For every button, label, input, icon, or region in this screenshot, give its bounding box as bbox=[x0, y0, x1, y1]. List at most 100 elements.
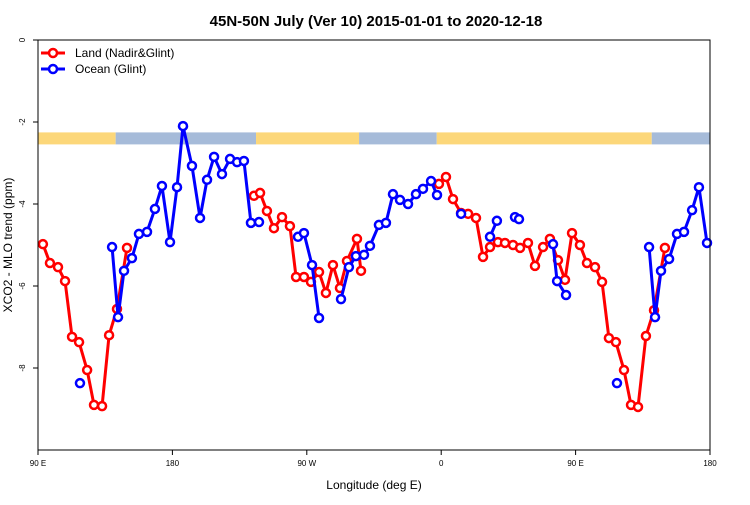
data-point bbox=[106, 241, 118, 253]
x-tick-label: 90 E bbox=[30, 459, 46, 468]
data-point bbox=[253, 216, 265, 228]
data-point bbox=[298, 227, 310, 239]
y-tick-label: -6 bbox=[18, 282, 27, 290]
data-point bbox=[470, 212, 482, 224]
data-point bbox=[276, 211, 288, 223]
legend-ocean-marker bbox=[47, 63, 59, 75]
data-point bbox=[559, 274, 571, 286]
mask-land-segment bbox=[436, 132, 652, 145]
y-tick-label: -4 bbox=[18, 200, 27, 208]
data-point bbox=[112, 311, 124, 323]
legend-ocean-label: Ocean (Glint) bbox=[75, 62, 146, 76]
data-point bbox=[491, 215, 503, 227]
data-point bbox=[678, 226, 690, 238]
data-point bbox=[350, 250, 362, 262]
y-tick-label: -8 bbox=[18, 364, 27, 372]
data-point bbox=[335, 293, 347, 305]
x-tick-label: 90 W bbox=[297, 459, 316, 468]
data-point bbox=[659, 242, 671, 254]
data-point bbox=[284, 220, 296, 232]
data-point bbox=[537, 241, 549, 253]
data-point bbox=[88, 399, 100, 411]
x-tick-label: 180 bbox=[703, 459, 717, 468]
data-point bbox=[529, 260, 541, 272]
data-point bbox=[477, 251, 489, 263]
data-point bbox=[121, 242, 133, 254]
data-point bbox=[522, 237, 534, 249]
data-point bbox=[566, 227, 578, 239]
series-line bbox=[647, 185, 709, 319]
data-point bbox=[37, 238, 49, 250]
data-point bbox=[547, 238, 559, 250]
y-tick-label: -2 bbox=[18, 118, 27, 126]
data-point bbox=[455, 208, 467, 220]
data-point bbox=[355, 265, 367, 277]
data-point bbox=[268, 222, 280, 234]
data-point bbox=[164, 236, 176, 248]
data-point bbox=[425, 175, 437, 187]
data-point bbox=[596, 276, 608, 288]
data-point bbox=[74, 377, 86, 389]
data-point bbox=[313, 266, 325, 278]
data-point bbox=[343, 261, 355, 273]
data-point bbox=[156, 180, 168, 192]
data-point bbox=[298, 271, 310, 283]
data-point bbox=[306, 259, 318, 271]
data-point bbox=[589, 261, 601, 273]
data-point bbox=[81, 364, 93, 376]
x-tick-label: 180 bbox=[166, 459, 180, 468]
legend-land-label: Land (Nadir&Glint) bbox=[75, 46, 174, 60]
chart-title: 45N-50N July (Ver 10) 2015-01-01 to 2020… bbox=[210, 13, 543, 30]
mask-ocean-segment bbox=[651, 132, 710, 145]
data-point bbox=[313, 312, 325, 324]
x-tick-label: 90 E bbox=[567, 459, 583, 468]
mask-land-segment bbox=[256, 132, 360, 145]
data-point bbox=[618, 364, 630, 376]
data-point bbox=[201, 174, 213, 186]
data-point bbox=[643, 241, 655, 253]
data-point bbox=[686, 204, 698, 216]
data-point bbox=[417, 183, 429, 195]
data-point bbox=[171, 181, 183, 193]
y-axis: 0 -2 -4 -6 -8 bbox=[18, 37, 38, 372]
data-point bbox=[177, 120, 189, 132]
y-axis-label: XCO2 - MLO trend (ppm) bbox=[1, 178, 15, 313]
data-point bbox=[208, 151, 220, 163]
data-point bbox=[96, 400, 108, 412]
data-point bbox=[410, 188, 422, 200]
data-point bbox=[66, 331, 78, 343]
data-point bbox=[611, 377, 623, 389]
data-point bbox=[560, 289, 572, 301]
data-point bbox=[484, 241, 496, 253]
data-point bbox=[186, 160, 198, 172]
data-point bbox=[447, 193, 459, 205]
data-point bbox=[640, 330, 652, 342]
data-point bbox=[551, 275, 563, 287]
mask-land-segment bbox=[38, 132, 116, 145]
data-point bbox=[402, 198, 414, 210]
data-point bbox=[514, 242, 526, 254]
data-point bbox=[59, 275, 71, 287]
data-point bbox=[431, 189, 443, 201]
data-point bbox=[261, 205, 273, 217]
surface-mask-strip bbox=[38, 132, 710, 145]
data-point bbox=[216, 168, 228, 180]
data-point bbox=[663, 253, 675, 265]
data-point bbox=[245, 217, 257, 229]
x-axis-label: Longitude (deg E) bbox=[326, 478, 421, 492]
data-point bbox=[52, 261, 64, 273]
data-point bbox=[320, 287, 332, 299]
series-line bbox=[110, 124, 260, 319]
data-point bbox=[149, 203, 161, 215]
data-point bbox=[440, 171, 452, 183]
series-line bbox=[437, 175, 667, 409]
mask-ocean-segment bbox=[359, 132, 437, 145]
x-tick-label: 0 bbox=[439, 459, 444, 468]
data-point bbox=[73, 336, 85, 348]
data-point bbox=[141, 226, 153, 238]
data-point bbox=[126, 252, 138, 264]
data-point bbox=[44, 257, 56, 269]
data-point bbox=[484, 231, 496, 243]
plot-frame bbox=[37, 39, 711, 451]
